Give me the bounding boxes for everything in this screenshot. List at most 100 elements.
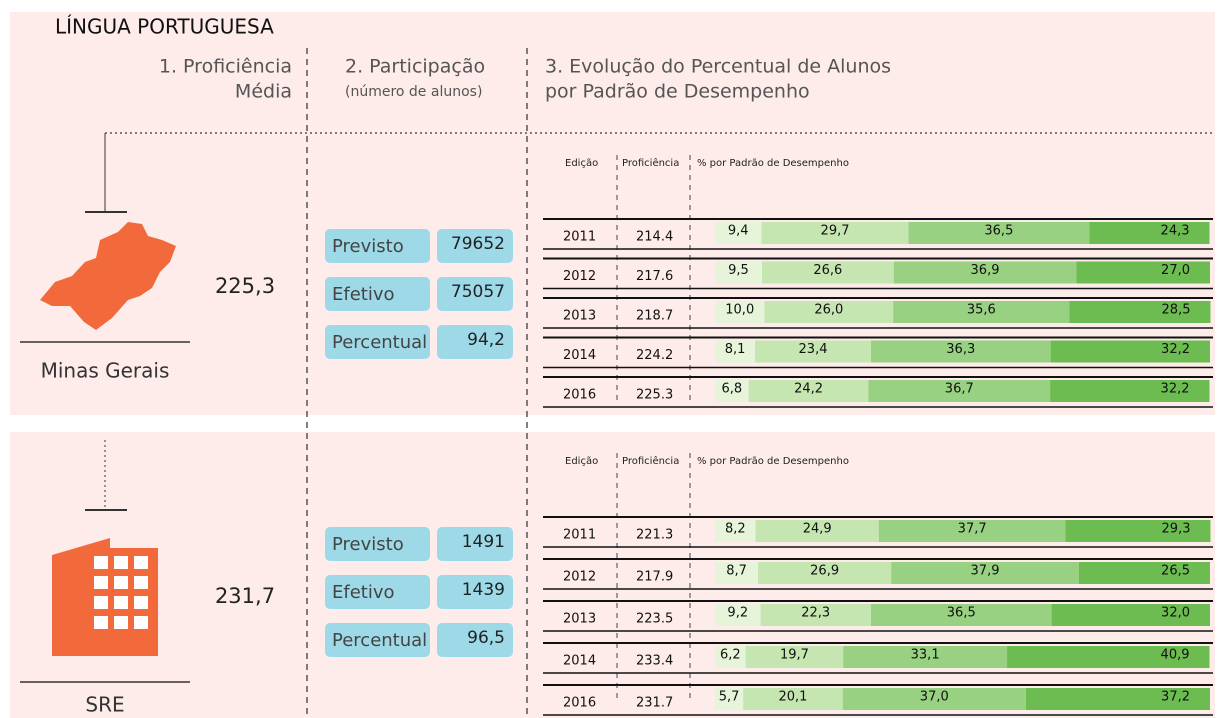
participation-value-box xyxy=(437,325,513,359)
level-label: 33,1 xyxy=(911,648,940,663)
level-label: 20,1 xyxy=(778,690,807,705)
participation-label-box xyxy=(325,575,430,609)
level-bar xyxy=(1007,646,1210,668)
edition: 2013 xyxy=(563,309,596,324)
participation-label: Efetivo xyxy=(332,284,395,305)
level-bar xyxy=(1065,520,1211,542)
participation-label: Percentual xyxy=(332,630,427,651)
level-bar xyxy=(715,562,759,584)
participation-label-box xyxy=(325,277,430,311)
participation-label-box xyxy=(325,325,430,359)
edition: 2016 xyxy=(563,388,596,403)
level-bar xyxy=(908,222,1090,244)
level-label: 37,9 xyxy=(971,564,1000,579)
participation-value: 79652 xyxy=(451,234,505,254)
level-label: 37,0 xyxy=(920,690,949,705)
edition: 2016 xyxy=(563,696,596,711)
table-header: % por Padrão de Desempenho xyxy=(697,158,849,169)
level-label: 19,7 xyxy=(780,648,809,663)
participation-label: Percentual xyxy=(332,332,427,353)
table-header: Proficiência xyxy=(622,455,679,467)
participation-value: 1439 xyxy=(462,580,505,600)
level-label: 36,7 xyxy=(945,382,974,397)
participation-label: Previsto xyxy=(332,236,404,257)
level-label: 36,5 xyxy=(947,606,976,621)
edition-proficiency: 223.5 xyxy=(636,612,673,627)
level-label: 37,2 xyxy=(1161,690,1190,705)
participation-value-box xyxy=(437,277,513,311)
participation-value-box xyxy=(437,527,513,561)
level-bar xyxy=(843,646,1008,668)
level-bar xyxy=(893,301,1070,323)
level-bar xyxy=(1051,604,1210,626)
edition: 2014 xyxy=(563,654,596,669)
participation-value: 96,5 xyxy=(467,628,505,648)
level-bar xyxy=(760,604,871,626)
column-header: Média xyxy=(235,81,292,103)
edition-proficiency: 214.4 xyxy=(636,230,673,245)
edition-proficiency: 225.3 xyxy=(636,388,673,403)
level-label: 5,7 xyxy=(719,690,740,705)
level-bar xyxy=(743,688,843,710)
edition: 2011 xyxy=(563,528,596,543)
level-bar xyxy=(715,222,762,244)
level-bar xyxy=(1069,301,1211,323)
level-bar xyxy=(1089,222,1210,244)
level-bar xyxy=(870,604,1052,626)
level-label: 10,0 xyxy=(725,303,754,318)
level-bar xyxy=(842,688,1026,710)
level-bar xyxy=(715,301,765,323)
level-label: 28,5 xyxy=(1162,303,1191,318)
level-label: 27,0 xyxy=(1161,263,1190,278)
participation-value: 94,2 xyxy=(467,330,505,350)
level-label: 6,8 xyxy=(721,382,742,397)
level-label: 8,7 xyxy=(726,564,747,579)
level-bar xyxy=(893,261,1077,284)
level-bar xyxy=(868,380,1051,402)
page-title: LÍNGUA PORTUGUESA xyxy=(55,15,274,39)
participation-value-box xyxy=(437,575,513,609)
level-bar xyxy=(755,340,871,363)
column-header: (número de alunos) xyxy=(345,84,482,100)
level-label: 29,7 xyxy=(821,224,850,239)
level-label: 36,9 xyxy=(971,263,1000,278)
level-label: 26,9 xyxy=(810,564,839,579)
level-label: 32,2 xyxy=(1161,342,1190,357)
level-label: 22,3 xyxy=(801,606,830,621)
participation-label-box xyxy=(325,623,430,657)
region-name: Minas Gerais xyxy=(41,359,170,383)
level-label: 36,5 xyxy=(984,224,1013,239)
table-header: Edição xyxy=(565,158,598,169)
level-bar xyxy=(878,520,1066,542)
edition-proficiency: 233.4 xyxy=(636,654,673,669)
proficiency-value: 231,7 xyxy=(215,584,275,608)
level-bar xyxy=(1076,261,1210,284)
level-label: 36,3 xyxy=(946,342,975,357)
edition: 2012 xyxy=(563,570,596,585)
participation-value-box xyxy=(437,623,513,657)
level-bar xyxy=(1078,562,1210,584)
table-header: Edição xyxy=(565,456,598,467)
level-bar xyxy=(1050,340,1210,363)
edition: 2012 xyxy=(563,269,596,284)
level-bar xyxy=(715,688,744,710)
level-label: 24,9 xyxy=(803,522,832,537)
level-label: 37,7 xyxy=(958,522,987,537)
level-bar xyxy=(748,380,869,402)
level-label: 8,1 xyxy=(725,342,746,357)
level-bar xyxy=(762,261,894,284)
level-label: 8,2 xyxy=(725,522,746,537)
region-name: SRE xyxy=(85,693,124,717)
level-bar xyxy=(1050,380,1210,402)
column-header: 1. Proficiência xyxy=(159,56,292,78)
level-label: 6,2 xyxy=(720,648,741,663)
edition: 2013 xyxy=(563,612,596,627)
level-label: 23,4 xyxy=(799,342,828,357)
participation-label: Efetivo xyxy=(332,582,395,603)
proficiency-value: 225,3 xyxy=(215,274,275,298)
level-label: 35,6 xyxy=(967,303,996,318)
level-label: 9,5 xyxy=(728,263,749,278)
level-label: 40,9 xyxy=(1161,648,1190,663)
participation-label-box xyxy=(325,527,430,561)
